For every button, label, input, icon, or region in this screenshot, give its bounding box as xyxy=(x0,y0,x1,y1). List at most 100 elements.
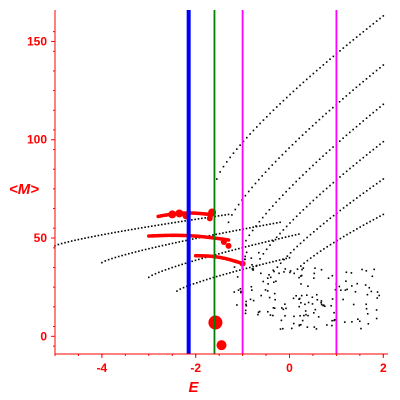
data-point xyxy=(313,326,316,328)
data-point xyxy=(325,112,327,115)
data-point xyxy=(279,232,281,235)
data-point xyxy=(209,277,211,280)
data-point xyxy=(181,240,184,243)
data-point xyxy=(269,244,271,246)
axes-layer xyxy=(54,10,388,355)
data-point xyxy=(191,260,193,263)
data-point xyxy=(303,314,305,317)
data-point xyxy=(370,290,373,293)
data-point xyxy=(154,224,156,227)
data-point xyxy=(278,197,281,200)
data-point xyxy=(338,100,341,103)
data-point xyxy=(286,255,289,257)
data-point xyxy=(160,223,163,226)
data-point xyxy=(262,224,265,227)
data-point xyxy=(274,298,276,301)
y-tick-label: 100 xyxy=(27,133,47,147)
data-point xyxy=(275,280,277,283)
data-point xyxy=(279,221,281,224)
data-point xyxy=(325,61,328,63)
data-point xyxy=(259,122,261,125)
data-point xyxy=(199,280,201,283)
data-point xyxy=(244,309,247,312)
data-point xyxy=(322,155,324,157)
data-point xyxy=(319,193,321,196)
data-point xyxy=(202,279,205,282)
data-point xyxy=(352,229,355,232)
data-point xyxy=(117,231,120,233)
data-point xyxy=(362,224,365,226)
data-point xyxy=(343,321,346,323)
data-point xyxy=(382,15,385,17)
data-point xyxy=(272,260,274,263)
data-point xyxy=(266,277,269,279)
data-point xyxy=(273,270,275,273)
data-point xyxy=(342,298,344,301)
data-point xyxy=(311,303,314,305)
data-point xyxy=(251,186,253,189)
data-point xyxy=(365,303,367,306)
data-point xyxy=(300,283,302,285)
data-point xyxy=(319,66,321,69)
data-point xyxy=(250,257,253,259)
data-point xyxy=(359,123,361,125)
data-point xyxy=(372,72,375,75)
data-point xyxy=(320,301,322,304)
data-point xyxy=(282,194,284,196)
data-point xyxy=(362,192,365,194)
data-point xyxy=(278,157,280,159)
data-point xyxy=(232,230,234,232)
data-point xyxy=(137,227,140,230)
data-point xyxy=(305,170,308,173)
y-tick-label: 0 xyxy=(40,329,47,343)
data-point xyxy=(249,298,252,301)
data-point xyxy=(272,109,275,112)
data-point xyxy=(319,225,322,228)
data-point xyxy=(260,294,262,297)
data-point xyxy=(379,66,381,69)
data-point xyxy=(345,170,348,173)
data-point xyxy=(261,175,263,177)
data-point xyxy=(375,217,378,219)
data-point xyxy=(322,222,325,225)
data-point xyxy=(288,256,291,259)
data-point xyxy=(144,248,147,251)
data-point xyxy=(260,272,262,275)
data-point xyxy=(365,154,368,156)
red-marker xyxy=(216,340,227,351)
data-point xyxy=(280,307,283,309)
data-point xyxy=(184,220,186,222)
data-point xyxy=(278,259,281,261)
data-point xyxy=(157,224,160,226)
data-point xyxy=(127,229,130,231)
data-point xyxy=(273,281,275,283)
data-point xyxy=(224,214,226,216)
data-point xyxy=(265,248,268,251)
data-point xyxy=(346,288,348,291)
data-point xyxy=(352,128,354,131)
data-point xyxy=(272,240,275,242)
data-point xyxy=(313,272,316,275)
data-point xyxy=(248,266,251,269)
data-point xyxy=(154,272,157,275)
data-point xyxy=(289,270,292,272)
data-point xyxy=(300,301,302,304)
data-point xyxy=(307,314,309,317)
data-point xyxy=(94,235,96,237)
data-point xyxy=(262,119,265,121)
data-point xyxy=(114,256,117,259)
data-point xyxy=(322,190,325,193)
data-point xyxy=(191,219,193,221)
data-point xyxy=(285,96,288,99)
data-point xyxy=(275,106,278,108)
data-point xyxy=(245,227,248,230)
data-point xyxy=(309,257,312,259)
data-point xyxy=(334,288,337,291)
data-point xyxy=(315,196,318,199)
data-point xyxy=(245,267,248,270)
data-point xyxy=(282,327,284,330)
data-point xyxy=(368,286,371,289)
data-point xyxy=(345,95,348,97)
data-point xyxy=(303,262,305,265)
